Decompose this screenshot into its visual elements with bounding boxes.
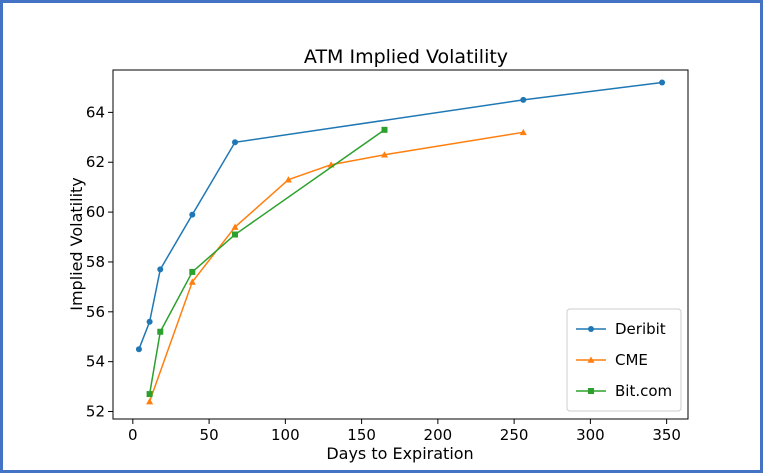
series-line-cme [148,131,524,402]
legend-marker-cme [587,356,595,363]
data-point-deribit-3 [189,211,196,218]
data-point-deribit-6 [659,79,666,86]
legend-marker-bit-com [588,388,594,394]
x-axis: 0 50 100 150 200 250 300 350 [128,419,681,444]
x-tick-label-350: 350 [652,426,681,444]
data-point-bit-com-2 [189,268,196,275]
legend-marker-deribit [588,326,594,332]
data-point-cme-6 [519,128,527,136]
x-tick-label-250: 250 [500,426,529,444]
x-tick-label-200: 200 [424,426,453,444]
y-axis: 52 54 56 58 60 62 64 [86,103,113,421]
x-tick-label-150: 150 [347,426,376,444]
y-axis-label: Implied Volatility [67,177,86,311]
y-tick-label-64: 64 [86,103,105,121]
data-point-bit-com-4 [381,126,388,133]
x-tick-label-0: 0 [128,426,138,444]
data-point-deribit-1 [146,318,153,325]
x-tick-label-50: 50 [200,426,219,444]
y-tick-label-52: 52 [86,403,105,421]
legend-label-cme: CME [615,351,648,369]
data-point-bit-com-0 [146,391,153,398]
legend-label-deribit: Deribit [615,320,666,338]
data-point-cme-2 [231,223,239,230]
legend-label-bit-com: Bit.com [615,382,672,400]
data-point-cme-0 [146,398,154,405]
data-point-deribit-5 [520,96,527,103]
data-point-cme-5 [380,151,388,158]
plot-area [135,79,666,405]
data-point-cme-3 [284,176,292,183]
series-line-bit-com [148,129,385,395]
x-tick-label-100: 100 [271,426,300,444]
y-tick-label-58: 58 [86,253,105,271]
legend: Deribit CME Bit.com [566,308,682,412]
legend-box [566,308,682,412]
data-point-deribit-0 [135,346,142,353]
data-point-bit-com-3 [232,231,239,238]
data-point-cme-1 [188,278,196,285]
x-axis-label: Days to Expiration [326,444,473,463]
y-tick-label-62: 62 [86,153,105,171]
y-tick-label-56: 56 [86,303,105,321]
chart-title: ATM Implied Volatility [304,46,508,68]
x-tick-label-300: 300 [576,426,605,444]
y-tick-label-54: 54 [86,353,105,371]
data-point-bit-com-1 [157,328,164,335]
data-point-deribit-2 [157,266,164,273]
data-point-deribit-4 [232,139,239,146]
y-tick-label-60: 60 [86,203,105,221]
plot-border [112,69,689,420]
